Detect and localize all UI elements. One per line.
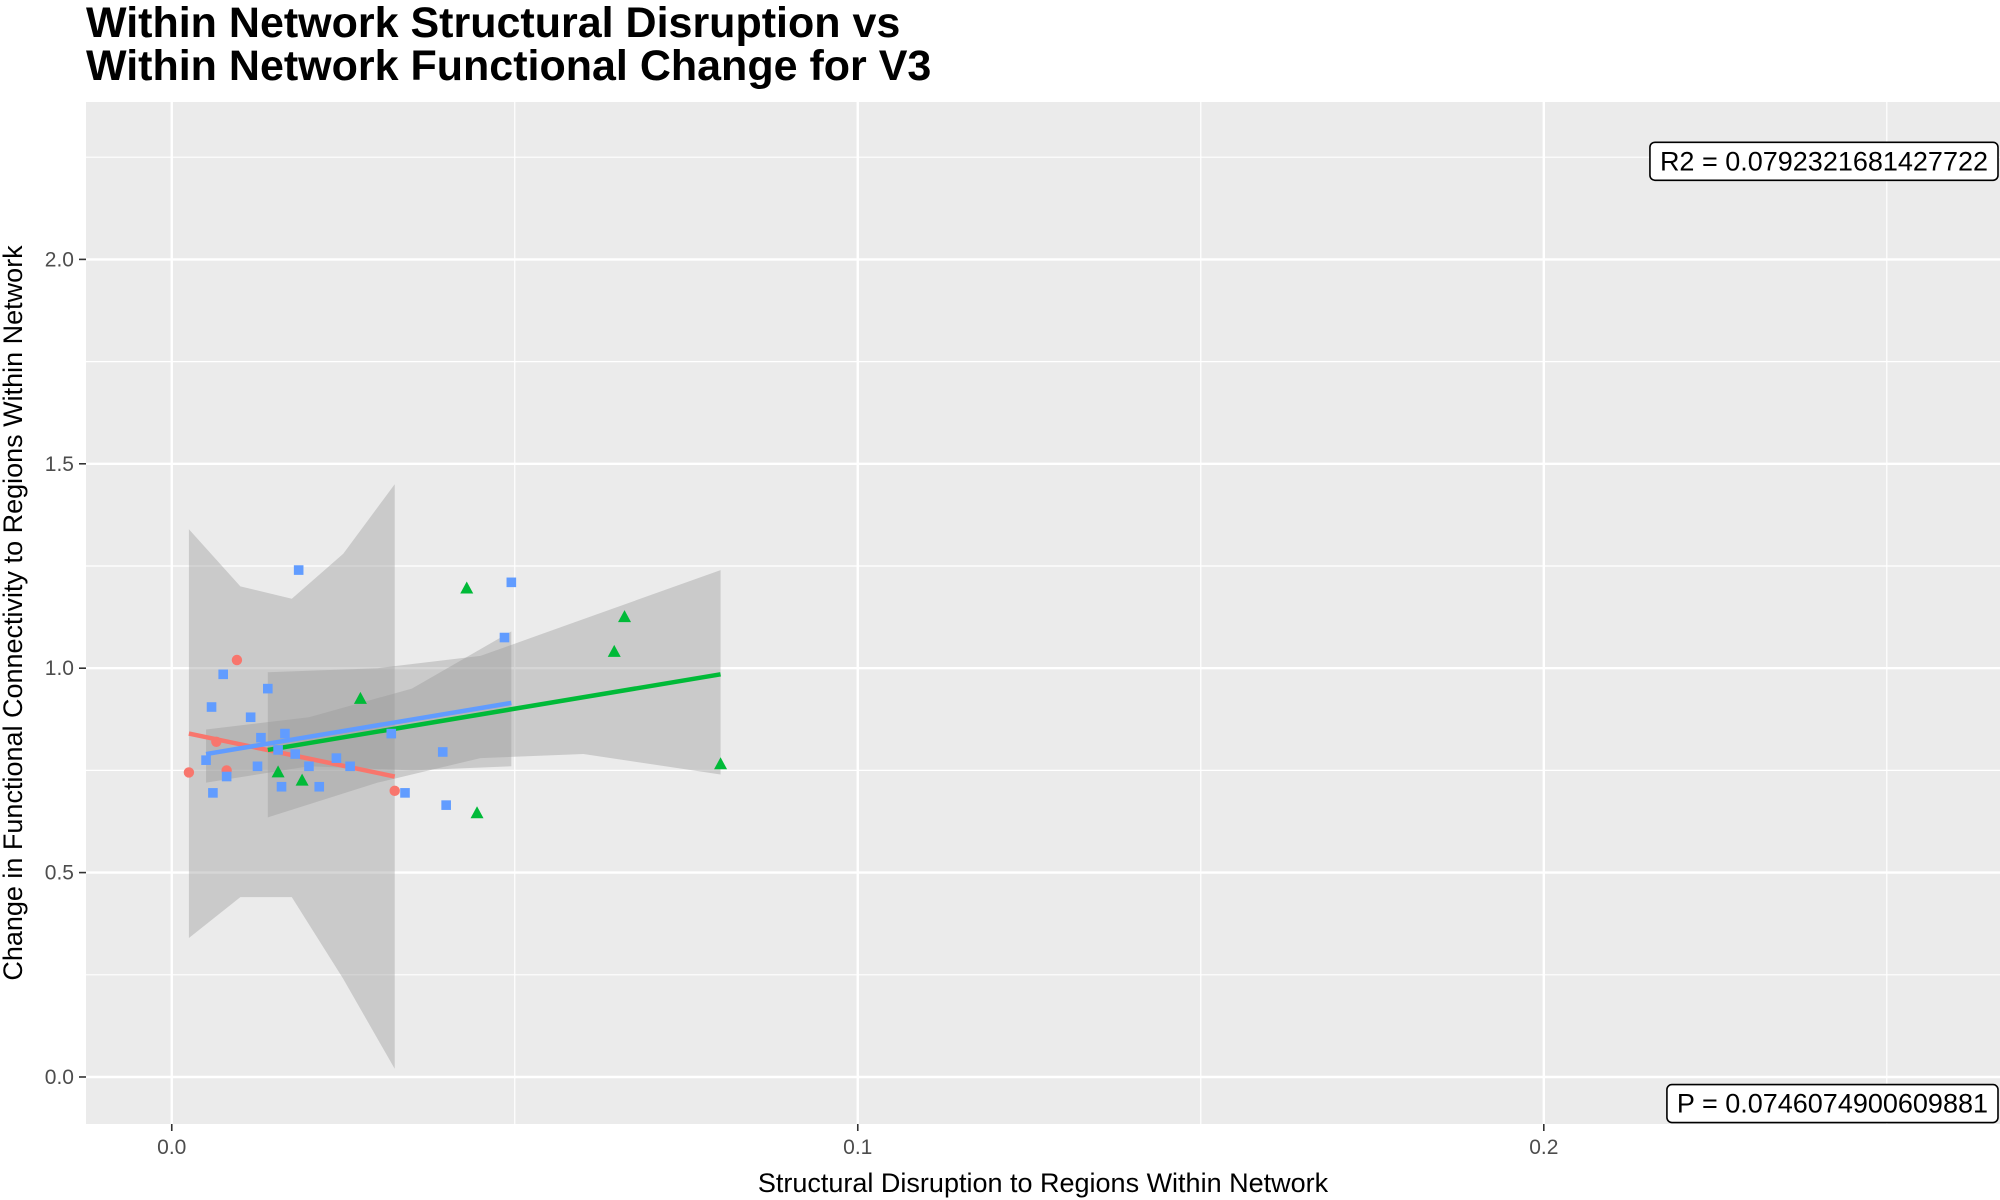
confidence-band-red [188,484,395,1069]
data-point-blue [499,632,510,643]
fit-line-green [267,672,721,753]
data-point-green [470,806,484,819]
data-point-blue [314,781,325,792]
y-tick-label: 1.0 [45,657,74,680]
data-point-green [607,644,621,657]
data-point-blue [506,577,517,588]
x-axis-title: Structural Disruption to Regions Within … [758,1168,1329,1198]
data-point-green [460,581,474,594]
fit-line-blue [205,700,512,757]
data-point-blue [262,683,273,694]
x-tick-label: 0.0 [157,1136,186,1159]
p-label: P = 0.0746074900609881 [1677,1089,1988,1119]
data-point-red [231,654,243,666]
data-point-blue [273,745,283,755]
confidence-band-green [267,570,721,818]
plot-panel [86,102,2000,1124]
data-point-red [211,736,222,747]
data-point-blue [256,732,266,743]
y-tick-label: 1.5 [45,453,74,476]
confidence-bands [188,484,721,1069]
data-point-green [271,765,285,778]
data-point-blue [345,761,355,772]
r2-label-group: R2 = 0.0792321681427722 [1649,141,1999,182]
y-tick-label: 0.0 [45,1066,74,1089]
major-gridlines [86,102,2000,1124]
data-point-green [353,691,367,704]
data-point-blue [293,565,304,575]
annotations: R2 = 0.0792321681427722 P = 0.07460749006… [1649,141,1999,1124]
data-point-blue [304,761,314,772]
data-point-blue [252,761,263,772]
data-point-red [183,767,195,778]
data-point-blue [441,800,451,810]
data-point-blue [201,755,211,765]
r2-label-box [1649,141,1999,182]
data-point-blue [386,728,397,739]
p-label-box [1666,1083,1999,1124]
data-point-green [618,610,632,623]
data-point-blue [218,669,229,680]
data-point-blue [331,753,342,763]
data-point-blue [280,728,290,739]
data-points [183,565,728,819]
data-point-red [389,785,400,797]
r2-label: R2 = 0.0792321681427722 [1660,146,1988,176]
x-tick-label: 0.2 [1529,1136,1558,1159]
confidence-band-blue [206,631,512,783]
data-point-blue [245,712,256,723]
x-tick-label: 0.1 [843,1136,872,1159]
chart-title-line-1: Within Network Structural Disruption vs [86,0,901,47]
data-point-blue [206,702,217,712]
data-point-green [295,773,309,786]
data-point-blue [437,747,448,757]
data-point-blue [290,749,301,759]
axes: 0.0 0.1 0.2 0.0 0.5 1.0 1.5 2.0 [45,248,1559,1159]
data-point-blue [276,781,287,792]
y-axis-title: Change in Functional Connectivity to Reg… [0,245,28,981]
y-tick-label: 2.0 [45,248,74,271]
data-point-blue [221,771,232,782]
data-point-blue [400,788,410,798]
data-point-green [714,757,728,770]
chart-title-line-2: Within Network Functional Change for V3 [86,42,932,90]
data-point-blue [208,788,218,798]
minor-gridlines [86,102,2000,1124]
y-tick-label: 0.5 [45,862,74,885]
p-label-group: P = 0.0746074900609881 [1666,1083,1999,1124]
